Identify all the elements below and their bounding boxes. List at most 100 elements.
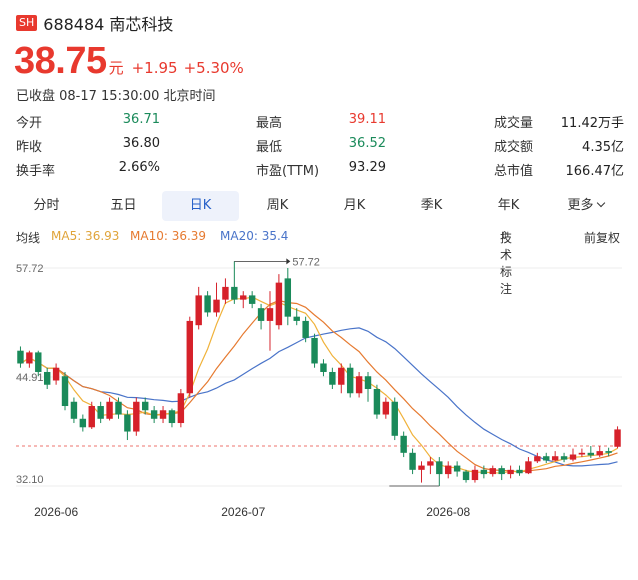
candle-body (213, 299, 220, 313)
candle (222, 278, 229, 304)
candle (106, 397, 113, 421)
tab-yearly-k[interactable]: 年K (497, 198, 520, 213)
candle (498, 465, 505, 481)
candle-body (605, 451, 612, 453)
candle (462, 469, 470, 483)
candle (409, 448, 416, 475)
x-axis-date-label: 2026-07 (221, 505, 265, 519)
candle (418, 461, 425, 483)
candle (346, 363, 354, 398)
stat-label: 最高 (256, 116, 283, 131)
candle-body (248, 295, 256, 304)
candle-body (569, 454, 577, 460)
stat-label: 总市值 (494, 164, 534, 179)
candle (52, 363, 60, 385)
candlestick-chart[interactable]: 57.72 44.91 32.10 57.72 2026-06 2026-07 2026-0… (0, 250, 638, 530)
tab-weekly-k[interactable]: 周K (266, 198, 289, 213)
candle (373, 384, 381, 419)
tab-daily-k[interactable]: 日K (162, 191, 239, 221)
candle-body (159, 410, 167, 419)
candle-body (329, 371, 336, 385)
stock-header: SH 688484 南芯科技 (16, 12, 173, 34)
candle (26, 350, 33, 368)
ma20-path (20, 327, 618, 467)
candle-body (409, 452, 416, 470)
candle-body (284, 278, 292, 317)
price-unit: 元 (108, 59, 124, 77)
period-tabs: 分时 五日 日K 周K 月K 季K 年K 更多 (8, 190, 630, 222)
candle-body (596, 451, 603, 456)
exchange-badge: SH (16, 15, 38, 31)
candle-body (240, 295, 247, 300)
candle-body (445, 465, 452, 475)
stat-label: 换手率 (16, 164, 56, 179)
candle-body (427, 461, 434, 466)
stat-value: 166.47亿 (565, 164, 625, 179)
candle-body (17, 350, 24, 364)
y-axis-mid-label: 44.91 (16, 372, 44, 384)
candle-body (61, 376, 69, 407)
candle (569, 448, 577, 462)
candle (578, 448, 586, 458)
candle-body (266, 308, 274, 321)
candle-body (302, 320, 309, 338)
candle (204, 291, 211, 317)
stat-value: 36.80 (122, 136, 160, 151)
stat-label: 最低 (256, 140, 283, 155)
candle (329, 367, 336, 389)
x-axis-date-label: 2026-08 (426, 505, 470, 519)
stat-value: 36.52 (348, 136, 386, 151)
ma20-line (20, 327, 618, 467)
candle-body (79, 418, 87, 428)
candle (587, 446, 595, 458)
candle-body (400, 435, 407, 453)
candle (124, 410, 131, 441)
candle (427, 457, 434, 475)
stat-value: 39.11 (348, 112, 386, 127)
candle-body (391, 401, 398, 436)
chart-labels: 57.72 44.91 32.10 57.72 2026-06 2026-07 2026-0… (16, 256, 471, 519)
candle-body (52, 367, 60, 381)
candle (507, 465, 514, 479)
candle (516, 465, 523, 476)
candle (168, 408, 176, 428)
candle-body (124, 414, 131, 432)
stat-label: 市盈(TTM) (256, 164, 320, 179)
candle (489, 465, 496, 477)
current-price: 38.75 (14, 40, 107, 82)
tab-more[interactable]: 更多 (547, 191, 624, 221)
candle (257, 303, 265, 330)
candle-body (320, 363, 327, 372)
candle (43, 367, 51, 389)
candle (195, 286, 202, 330)
price-adjust-button[interactable]: 前复权 (584, 231, 621, 245)
price-change-percent: +5.30% (183, 59, 244, 77)
ma-legend: 均线 MA5: 36.93 MA10: 36.39 MA20: 35.4 ⇕ 技术… (16, 229, 626, 296)
candle (186, 316, 193, 398)
candle-body (115, 401, 122, 415)
tab-more-label: 更多 (567, 198, 594, 213)
candle-body (578, 452, 586, 455)
candle-body (614, 429, 621, 447)
candle (355, 371, 363, 398)
tab-monthly-k[interactable]: 月K (343, 198, 366, 213)
tab-intraday[interactable]: 分时 (33, 198, 60, 213)
ma10-value: MA10: 36.39 (130, 229, 207, 243)
stats-grid: 今开 36.71 最高 39.11 成交量 11.42万手 昨收 36.80 最… (16, 112, 626, 184)
candle-body (88, 406, 95, 428)
arrows-icon: ⇕ (500, 229, 510, 242)
candle-body (293, 316, 300, 321)
candle (293, 308, 300, 326)
price-row: 38.75 元 +1.95 +5.30% (14, 40, 250, 83)
candle-body (177, 393, 185, 424)
arrow-right-icon (286, 258, 291, 265)
tab-quarterly-k[interactable]: 季K (420, 198, 443, 213)
ma20-value: MA20: 35.4 (220, 229, 289, 243)
candle-body (222, 286, 229, 300)
tab-five-day[interactable]: 五日 (110, 198, 137, 213)
candle-body (418, 465, 425, 470)
candle (231, 261, 238, 304)
candle-body (97, 406, 104, 419)
candle-body (43, 371, 51, 385)
candle-body (311, 337, 318, 364)
